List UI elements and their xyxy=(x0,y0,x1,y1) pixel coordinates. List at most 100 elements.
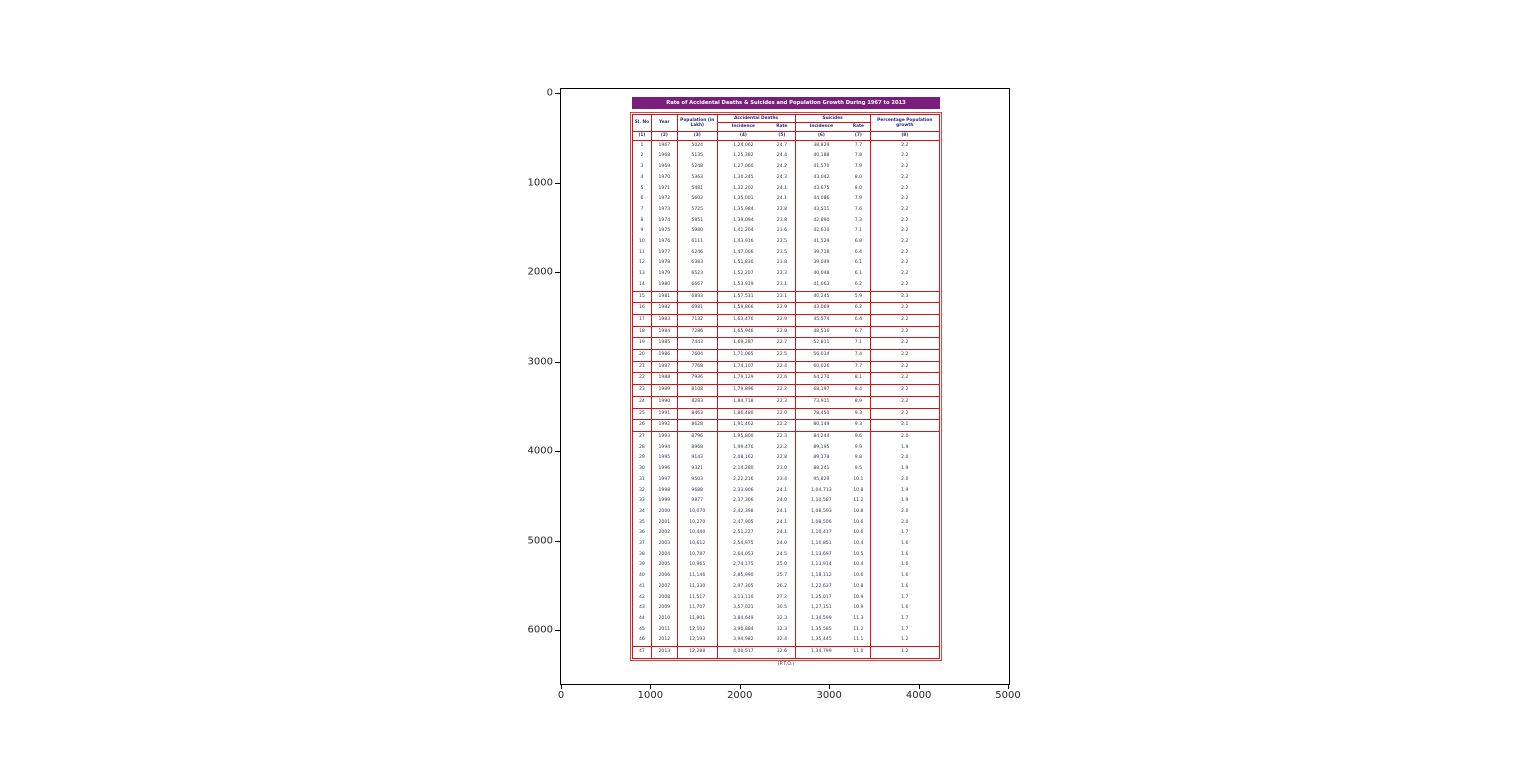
table-cell: 89,178 xyxy=(813,455,830,461)
table-cell: 2.2 xyxy=(870,279,939,292)
table-cell: 2,74,175 xyxy=(733,562,754,568)
table-cell: 1,08,506 xyxy=(811,519,832,525)
table-cell: 2.2 xyxy=(901,228,909,234)
table-cell: 32.6 xyxy=(769,646,796,658)
table-row: 7 1973 5725 1,35,984 23.8 43,511 7.6 2.2 xyxy=(633,204,939,216)
table-cell: 68,197 xyxy=(795,384,848,397)
table-cell: 1973 xyxy=(651,204,678,216)
table-cell: 33 xyxy=(633,496,652,507)
table-cell: 2.2 xyxy=(870,372,939,386)
table-cell: 3,13,110 xyxy=(733,594,754,600)
table-cell: 2,22,216 xyxy=(733,476,754,482)
table-cell: 1,43,916 xyxy=(733,239,754,245)
table-cell: 1.6 xyxy=(901,573,909,579)
table-cell: 1,69,287 xyxy=(717,337,770,351)
table-row: 10 1976 6111 1,43,916 23.5 41,529 6.8 2.2 xyxy=(633,237,939,248)
table-cell: 10,965 xyxy=(677,560,718,572)
x-tick-mark xyxy=(650,684,652,689)
table-cell: 80,149 xyxy=(795,419,848,432)
table-cell: 7.6 xyxy=(847,204,871,216)
col-number: (4) xyxy=(717,130,770,141)
table-cell: 7.9 xyxy=(847,194,871,205)
table-cell: 12 xyxy=(633,258,652,270)
table-cell: 5024 xyxy=(677,140,718,152)
table-cell: 11,517 xyxy=(677,592,718,604)
table-row: 3 1969 5248 1,27,060 24.2 41,570 7.9 2.2 xyxy=(633,162,939,173)
table-cell: 24.4 xyxy=(769,151,796,163)
table-cell: 1,30,245 xyxy=(733,174,754,180)
table-row: 38 2004 10,787 2,64,053 24.5 1,13,697 10.5 1.6 xyxy=(633,549,939,561)
table-cell: 2010 xyxy=(651,613,678,625)
table-row: 4 1970 5363 1,30,245 24.3 43,042 8.0 2.2 xyxy=(633,172,939,184)
table-cell: 1994 xyxy=(651,442,678,454)
y-tick-mark xyxy=(555,182,560,184)
table-cell: 6.4 xyxy=(847,247,871,259)
table-cell: 1,53,919 xyxy=(717,279,770,292)
table-cell: 1.9 xyxy=(901,487,909,493)
table-cell: 1983 xyxy=(651,314,678,327)
table-cell: 2.2 xyxy=(870,314,939,327)
table-cell: 5.9 xyxy=(847,291,871,304)
table-cell: 1992 xyxy=(651,419,678,432)
table-cell: 1,08,593 xyxy=(811,508,832,514)
table-cell: 34 xyxy=(633,506,652,518)
table-cell: 1969 xyxy=(651,162,678,173)
table-cell: 2.3 xyxy=(870,291,939,304)
table-cell: 95,829 xyxy=(813,476,830,482)
table-cell: 42,890 xyxy=(813,217,830,223)
y-tick-mark xyxy=(555,272,560,273)
table-cell: 3,84,649 xyxy=(733,615,754,621)
table-cell: 2008 xyxy=(651,592,678,604)
table-cell: 38,829 xyxy=(813,142,830,148)
table-cell: 22.4 xyxy=(769,361,796,374)
table-row: 31 1997 9503 2,22,216 23.4 95,829 10.1 2.0 xyxy=(633,474,939,486)
table-cell: 9.9 xyxy=(847,442,871,454)
y-tick-label: 0 xyxy=(546,87,553,99)
table-cell: 1,79,129 xyxy=(717,372,770,386)
table-cell: 24.3 xyxy=(769,172,796,184)
table-cell: 12,288 xyxy=(677,646,718,658)
table-cell: 24.1 xyxy=(769,506,796,518)
table-cell: 2,51,227 xyxy=(733,530,754,536)
table-cell: 1,24,062 xyxy=(733,142,754,148)
table-row: 11 1977 6246 1,47,006 23.5 39,718 6.4 2.2 xyxy=(633,247,939,259)
table-cell: 24.1 xyxy=(769,183,796,195)
y-tick-mark xyxy=(555,93,560,94)
table-cell: 2.2 xyxy=(870,349,939,362)
table-cell: 1,25,382 xyxy=(733,153,754,159)
table-cell: 22.2 xyxy=(769,442,796,454)
table-cell: 1978 xyxy=(651,258,678,270)
col-header-year: Year xyxy=(651,115,678,132)
table-cell: 2012 xyxy=(651,635,678,648)
table-cell: 1,39,094 xyxy=(733,217,754,223)
table-cell: 22.2 xyxy=(769,384,796,397)
table-row: 9 1975 5980 1,41,204 23.6 42,610 7.1 2.2 xyxy=(633,226,939,238)
data-table-frame: Sl. No Year Population (in Lakh) Acciden… xyxy=(632,114,940,659)
y-tick-label: 1000 xyxy=(527,177,553,188)
table-cell: 22.9 xyxy=(769,302,796,315)
table-cell: 89,195 xyxy=(813,444,830,450)
table-cell: 6523 xyxy=(677,269,718,280)
table-cell: 1.6 xyxy=(901,551,909,557)
table-row: 30 1996 9321 2,14,280 23.0 88,241 9.5 1.9 xyxy=(633,464,939,475)
table-cell: 1980 xyxy=(651,279,678,292)
table-cell: 2001 xyxy=(651,517,678,529)
x-tick-label: 3000 xyxy=(816,690,842,701)
table-cell: 5135 xyxy=(677,151,718,163)
table-cell: 6.1 xyxy=(847,269,871,280)
table-cell: 1,18,112 xyxy=(811,573,832,579)
table-cell: 31 xyxy=(633,474,652,486)
table-row: 14 1980 6667 1,53,919 23.1 41,663 6.2 2.2 xyxy=(633,279,939,292)
table-cell: 1976 xyxy=(651,237,678,248)
table-cell: 84,244 xyxy=(813,434,830,439)
table-cell: 9503 xyxy=(677,474,718,486)
table-cell: 24 xyxy=(633,396,652,409)
table-cell: 2,14,280 xyxy=(733,466,754,472)
table-cell: 17 xyxy=(633,314,652,327)
table-row: 46 2012 12,193 3,94,982 32.4 1,35,445 11.1 1.2 xyxy=(633,635,939,648)
table-cell: 37 xyxy=(633,539,652,550)
table-cell: 2.2 xyxy=(901,196,909,202)
y-tick-mark xyxy=(555,361,560,363)
table-cell: 40 xyxy=(633,571,652,582)
table-cell: 25.7 xyxy=(769,571,796,582)
